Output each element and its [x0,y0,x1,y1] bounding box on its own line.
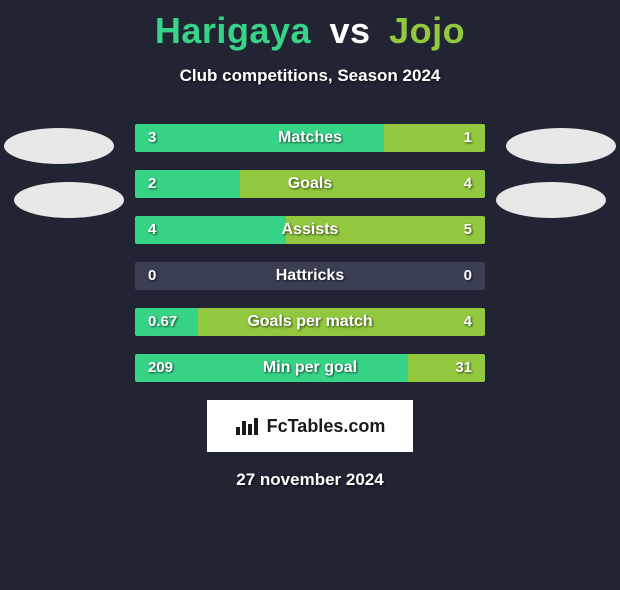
stat-value-player2: 31 [455,354,472,382]
stat-value-player2: 4 [464,170,472,198]
stat-row: Goals24 [0,170,620,198]
stat-bar-player1 [135,124,384,152]
stat-value-player1: 2 [148,170,156,198]
stat-row: Matches31 [0,124,620,152]
stat-value-player2: 4 [464,308,472,336]
stat-bar-player2 [286,216,486,244]
stat-bar-track [135,216,485,244]
stat-bar-track [135,308,485,336]
vs-text: vs [330,10,371,51]
stats-container: Matches31Goals24Assists45Hattricks00Goal… [0,124,620,382]
stat-row: Min per goal20931 [0,354,620,382]
stat-value-player2: 1 [464,124,472,152]
stat-value-player1: 0 [148,262,156,290]
subtitle: Club competitions, Season 2024 [0,66,620,86]
stat-value-player2: 0 [464,262,472,290]
comparison-title: Harigaya vs Jojo [0,10,620,52]
player2-name: Jojo [389,10,465,51]
stat-value-player2: 5 [464,216,472,244]
stat-value-player1: 209 [148,354,173,382]
stat-bar-player1 [135,216,286,244]
stat-bar-player2 [408,354,485,382]
stat-value-player1: 4 [148,216,156,244]
stat-bar-player2 [240,170,485,198]
stat-bar-track [135,170,485,198]
fctables-logo: FcTables.com [207,400,413,452]
stat-row: Assists45 [0,216,620,244]
snapshot-date: 27 november 2024 [0,470,620,490]
stat-row: Goals per match0.674 [0,308,620,336]
stat-value-player1: 0.67 [148,308,177,336]
player1-name: Harigaya [155,10,311,51]
stat-bar-track [135,354,485,382]
stat-row: Hattricks00 [0,262,620,290]
logo-text: FcTables.com [267,416,386,437]
stat-bar-track [135,124,485,152]
stat-bar-player1 [135,354,408,382]
stat-bar-player2 [198,308,485,336]
stat-bar-track [135,262,485,290]
stat-bar-neutral [135,262,485,290]
stat-value-player1: 3 [148,124,156,152]
bar-chart-icon [235,415,261,437]
